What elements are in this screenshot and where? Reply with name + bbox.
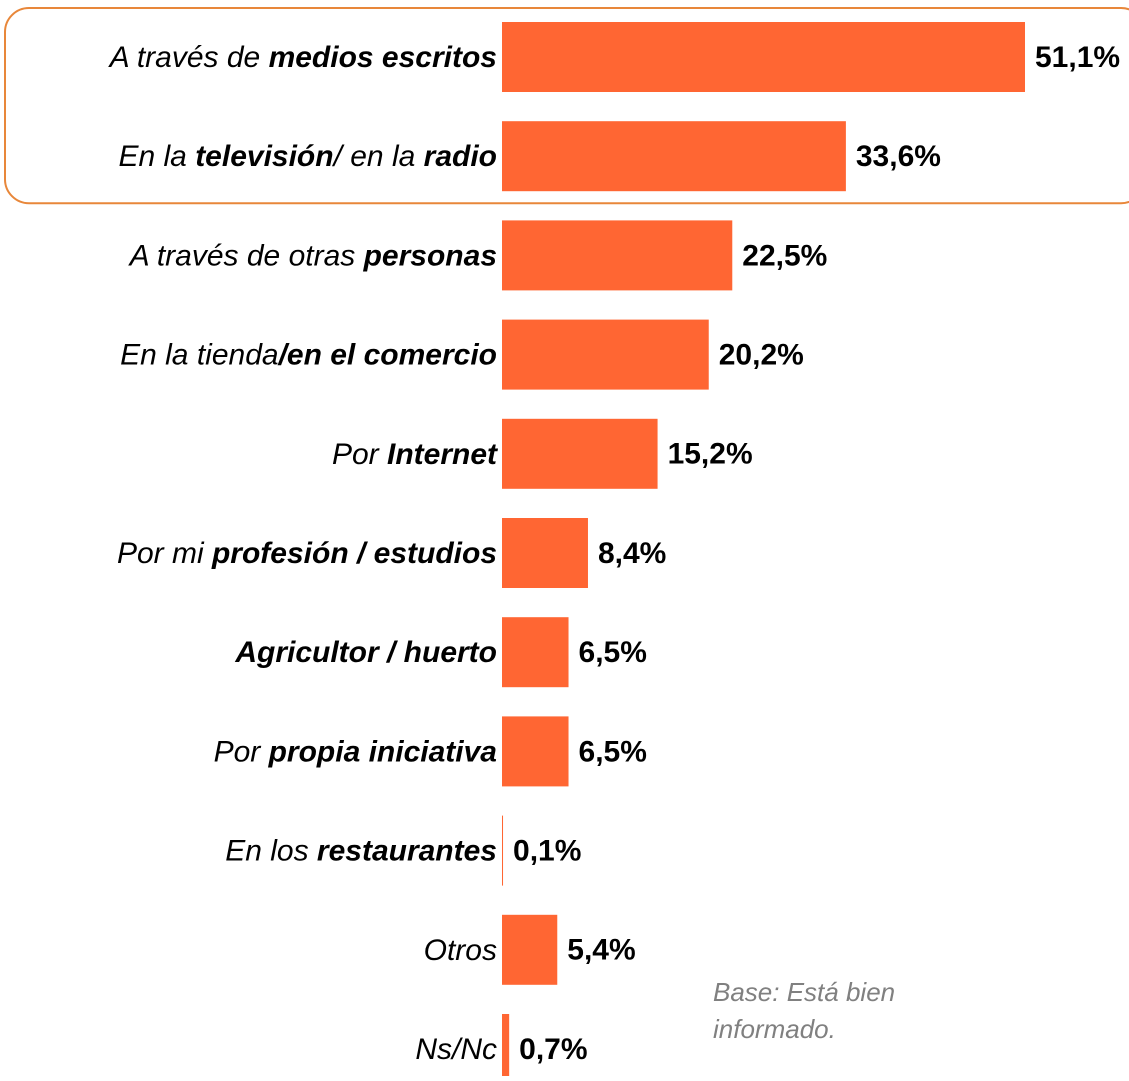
value-label: 8,4% — [598, 537, 666, 570]
bar — [502, 617, 569, 688]
category-label-part: personas — [363, 239, 497, 272]
bar — [502, 1014, 510, 1081]
category-label: Por mi profesión / estudios — [117, 537, 497, 570]
category-label-part: Otros — [424, 934, 497, 967]
category-label-part: Ns/Nc — [415, 1033, 497, 1066]
category-label-part: radio — [424, 140, 497, 173]
category-label-part: Por — [332, 438, 387, 471]
note: informado. — [713, 1014, 836, 1044]
category-label-part: televisión — [195, 140, 333, 173]
category-label: En la televisión/ en la radio — [118, 140, 497, 173]
highlight-box — [4, 7, 1129, 205]
category-label: En los restaurantes — [225, 835, 497, 868]
category-label-part: medios escritos — [269, 41, 497, 74]
category-label-part: A través de — [108, 41, 269, 74]
category-label-part: restaurantes — [317, 835, 497, 868]
bar — [502, 518, 588, 588]
category-label-part: Por — [214, 735, 269, 768]
category-label: Por Internet — [332, 438, 499, 471]
category-label: A través de medios escritos — [108, 41, 497, 74]
value-label: 6,5% — [579, 735, 647, 768]
category-label-part: profesión / estudios — [211, 537, 497, 570]
category-label: Otros — [424, 934, 497, 967]
value-label: 20,2% — [719, 339, 804, 372]
category-label-part: Por mi — [117, 537, 212, 570]
bar — [502, 815, 504, 886]
bar — [502, 914, 558, 985]
bar — [502, 319, 709, 390]
category-label-part: En los — [225, 835, 317, 868]
value-label: 51,1% — [1035, 41, 1120, 74]
value-label: 6,5% — [579, 636, 647, 669]
category-label-part: En la tienda — [120, 339, 278, 372]
value-label: 15,2% — [668, 438, 753, 471]
value-label: 0,7% — [519, 1033, 587, 1066]
bar — [502, 716, 569, 787]
category-label-part: /en el comercio — [277, 339, 497, 372]
value-label: 33,6% — [856, 140, 941, 173]
bar — [502, 22, 1025, 92]
category-label: Agricultor / huerto — [234, 636, 497, 669]
value-label: 0,1% — [513, 835, 581, 868]
category-label-part: Internet — [387, 438, 499, 471]
category-label-part: / en la — [332, 140, 424, 173]
category-label: En la tienda/en el comercio — [120, 339, 497, 372]
bar — [502, 418, 658, 489]
bar — [502, 220, 733, 291]
value-label: 22,5% — [742, 239, 827, 272]
category-label-part: propia iniciativa — [268, 735, 497, 768]
category-label: A través de otras personas — [128, 239, 497, 272]
category-label: Ns/Nc — [415, 1033, 497, 1066]
note: Base: Está bien — [713, 977, 895, 1007]
category-label-part: Agricultor / huerto — [234, 636, 497, 669]
value-label: 5,4% — [567, 934, 635, 967]
category-label-part: A través de otras — [128, 239, 364, 272]
category-label-part: En la — [118, 140, 195, 173]
bar — [502, 121, 846, 192]
category-label: Por propia iniciativa — [214, 735, 497, 768]
